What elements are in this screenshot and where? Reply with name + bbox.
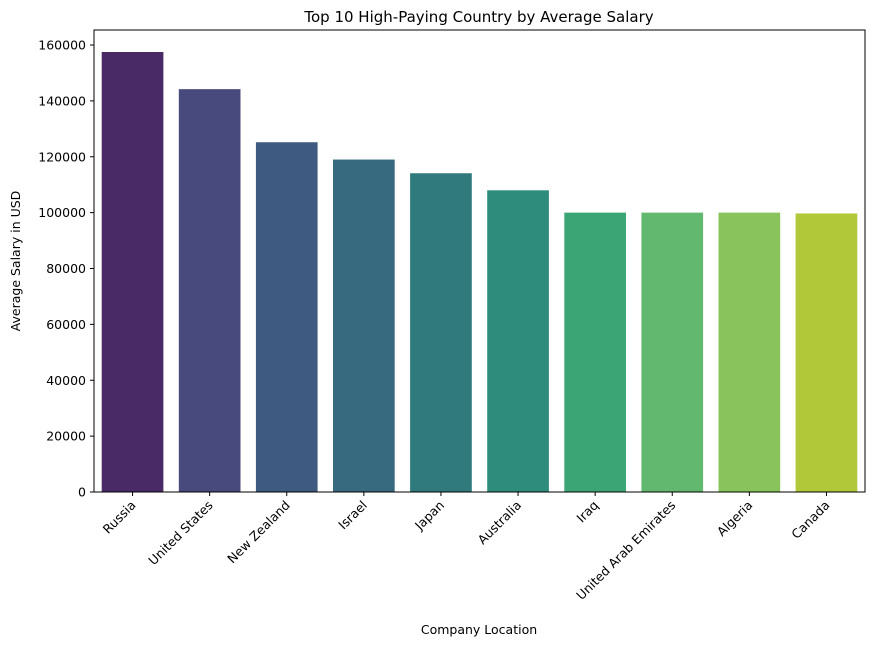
y-tick-label: 100000 bbox=[38, 205, 86, 220]
bars-group bbox=[101, 52, 858, 493]
y-tick-label: 160000 bbox=[38, 38, 86, 53]
y-axis-label: Average Salary in USD bbox=[8, 191, 23, 332]
x-tick-label: Australia bbox=[474, 498, 524, 548]
bar bbox=[795, 213, 858, 492]
bar bbox=[487, 190, 549, 493]
x-tick-label: Israel bbox=[335, 498, 370, 533]
x-tick-label: New Zealand bbox=[224, 498, 293, 567]
x-tick-label: Canada bbox=[788, 498, 832, 542]
bar bbox=[178, 89, 241, 493]
bar bbox=[333, 159, 395, 493]
x-tick-label: United States bbox=[145, 498, 215, 568]
bar bbox=[564, 212, 626, 492]
y-tick-label: 140000 bbox=[38, 93, 86, 108]
x-tick-label: Japan bbox=[411, 498, 447, 534]
x-axis-label: Company Location bbox=[421, 622, 537, 637]
x-tick-label: Iraq bbox=[573, 498, 601, 526]
plot-frame bbox=[93, 29, 866, 493]
chart-title: Top 10 High-Paying Country by Average Sa… bbox=[303, 8, 653, 26]
bar bbox=[255, 142, 318, 492]
bar bbox=[410, 173, 472, 492]
y-tick-label: 120000 bbox=[38, 149, 86, 164]
bar bbox=[101, 52, 164, 492]
y-tick-label: 20000 bbox=[46, 429, 86, 444]
x-axis-ticks: Russia United States New Zealand Israel Japa… bbox=[100, 492, 833, 603]
y-tick-label: 0 bbox=[78, 485, 86, 500]
y-tick-label: 60000 bbox=[46, 317, 86, 332]
y-axis-ticks: 0 20000 40000 60000 80000 100000 120000 140000 1… bbox=[38, 38, 94, 500]
y-tick-label: 80000 bbox=[46, 261, 86, 276]
y-tick-label: 40000 bbox=[46, 373, 86, 388]
bar bbox=[641, 212, 704, 492]
x-tick-label: Algeria bbox=[714, 498, 756, 540]
x-tick-label: Russia bbox=[100, 498, 139, 537]
bar bbox=[718, 212, 781, 492]
